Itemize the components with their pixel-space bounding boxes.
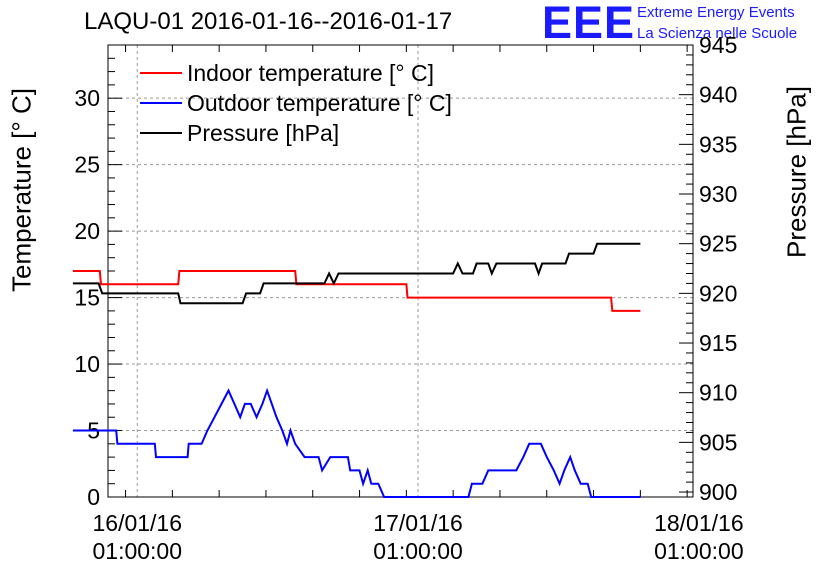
logo-subtitle-1: Extreme Energy Events <box>637 4 795 21</box>
x-tick-label-date: 16/01/16 <box>92 510 182 536</box>
legend-label-pressure: Pressure [hPa] <box>187 119 340 146</box>
series-line-1 <box>72 387 641 498</box>
y-right-tick-label: 945 <box>699 32 737 58</box>
y-right-tick-label: 930 <box>699 181 737 207</box>
legend-swatch-indoor <box>140 72 182 74</box>
y-axis-left-label: Temperature [° C] <box>6 87 37 293</box>
series-line-2 <box>72 242 641 305</box>
y-right-tick-label: 915 <box>699 330 737 356</box>
legend-entry-indoor: Indoor temperature [° C] <box>140 58 452 88</box>
legend-entry-pressure: Pressure [hPa] <box>140 118 452 148</box>
legend-label-indoor: Indoor temperature [° C] <box>187 59 434 86</box>
y-right-tick-label: 935 <box>699 131 737 157</box>
logo-subtitle-2: La Scienza nelle Scuole <box>637 25 798 42</box>
y-right-tick-label: 925 <box>699 231 737 257</box>
x-tick-label-time: 01:00:00 <box>654 538 744 564</box>
chart-title: LAQU-01 2016-01-16--2016-01-17 <box>84 8 453 35</box>
legend-entry-outdoor: Outdoor temperature [° C] <box>140 88 452 118</box>
series-line-0 <box>72 270 641 312</box>
legend: Indoor temperature [° C] Outdoor tempera… <box>140 58 452 148</box>
eee-logo: EEE <box>542 0 636 48</box>
y-right-tick-label: 940 <box>699 82 737 108</box>
legend-swatch-pressure <box>140 132 182 134</box>
x-tick-label-date: 17/01/16 <box>373 510 463 536</box>
y-left-tick-label: 30 <box>74 85 100 111</box>
x-tick-label-time: 01:00:00 <box>373 538 463 564</box>
y-right-tick-label: 905 <box>699 429 737 455</box>
y-axis-right-label: Pressure [hPa] <box>781 86 812 258</box>
y-left-tick-label: 15 <box>74 285 100 311</box>
y-right-tick-label: 920 <box>699 280 737 306</box>
legend-label-outdoor: Outdoor temperature [° C] <box>187 89 452 116</box>
legend-swatch-outdoor <box>140 102 182 104</box>
y-left-tick-label: 20 <box>74 218 100 244</box>
y-right-tick-label: 910 <box>699 380 737 406</box>
y-right-tick-label: 900 <box>699 479 737 505</box>
y-left-tick-label: 10 <box>74 351 100 377</box>
y-left-tick-label: 0 <box>87 484 100 510</box>
x-tick-label-time: 01:00:00 <box>92 538 182 564</box>
y-left-tick-label: 25 <box>74 152 100 178</box>
x-tick-label-date: 18/01/16 <box>654 510 744 536</box>
